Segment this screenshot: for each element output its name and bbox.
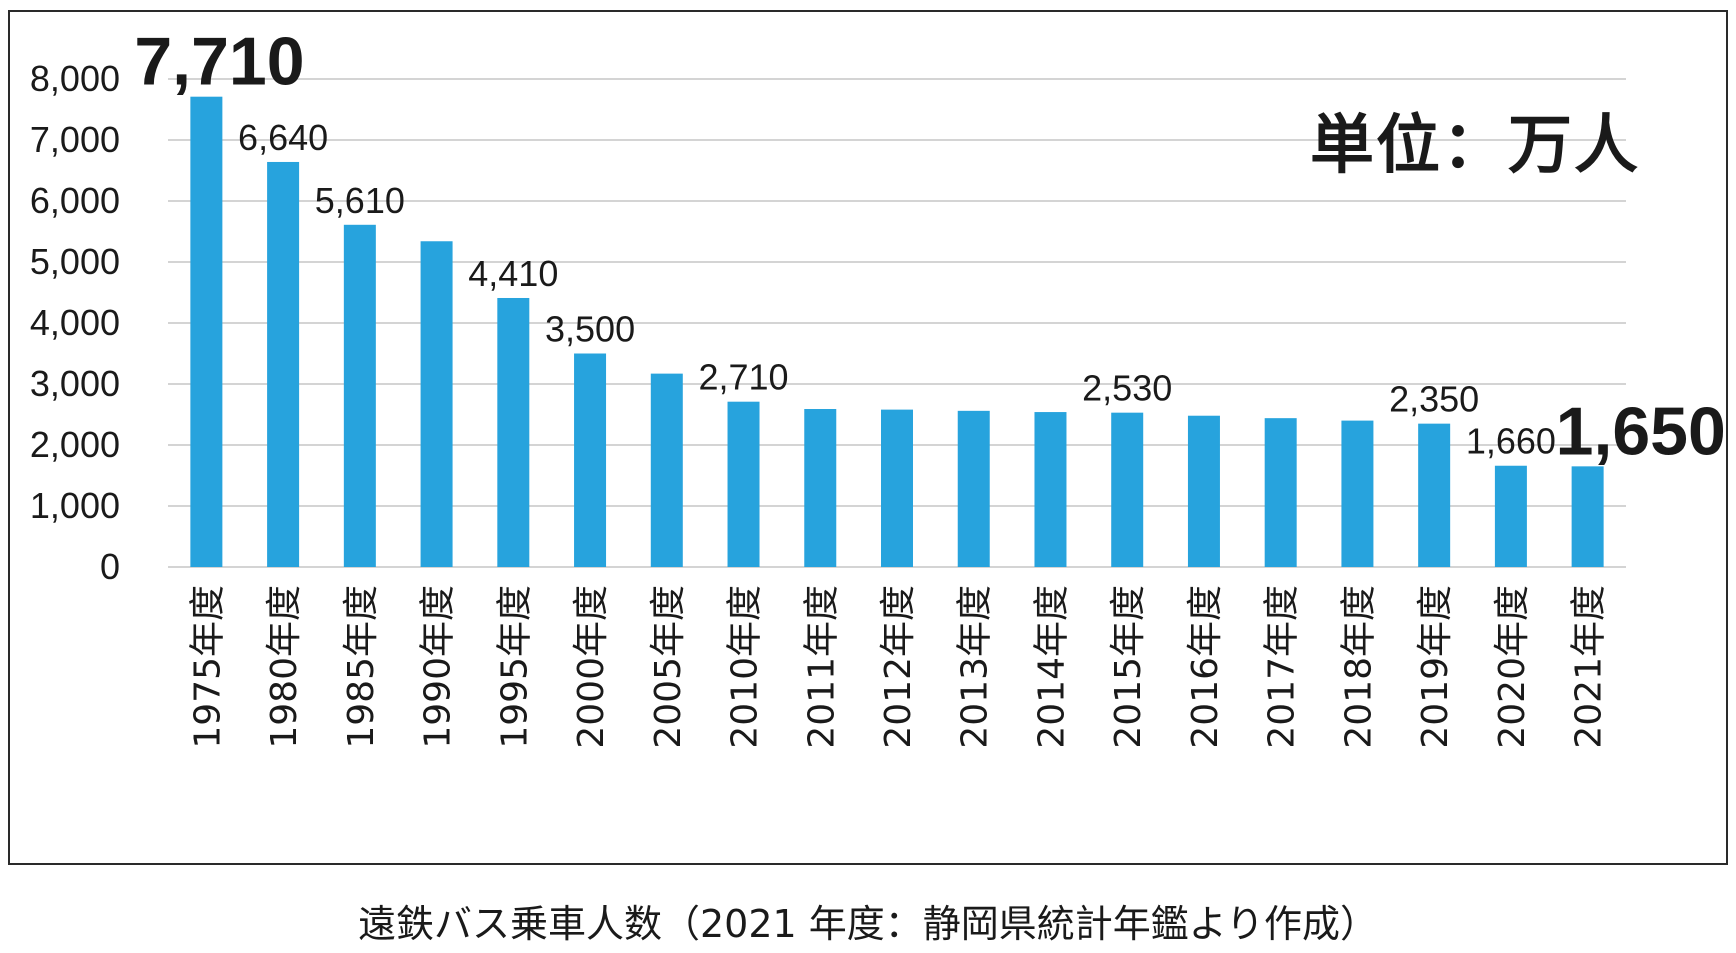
chart-caption: 遠鉄バス乗車人数（2021 年度：静岡県統計年鑑より作成） [357, 902, 1379, 946]
x-category-label: 2020年度 [1492, 585, 1533, 749]
y-tick-label: 1,000 [30, 485, 120, 526]
data-label: 2,710 [698, 357, 788, 398]
data-label: 1,650 [1556, 393, 1726, 469]
x-category-label: 2014年度 [1031, 585, 1072, 749]
bar [574, 353, 607, 567]
bar [727, 401, 760, 567]
bar [343, 224, 376, 568]
x-category-label: 1980年度 [264, 585, 305, 749]
bar [267, 161, 300, 567]
y-tick-label: 0 [100, 546, 120, 587]
bar-chart: 0 1,000 2,000 3,000 4,000 5,000 6,000 7,000 8,00… [30, 24, 1726, 749]
x-category-label: 1985年度 [341, 585, 382, 749]
y-tick-label: 4,000 [30, 302, 120, 343]
y-tick-label: 6,000 [30, 180, 120, 221]
bar [881, 409, 913, 567]
bars [190, 96, 1604, 568]
x-category-label: 1975年度 [187, 585, 228, 749]
grid-lines [168, 78, 1626, 568]
x-category-label: 2021年度 [1569, 585, 1610, 749]
x-axis-categories: 1975年度 1980年度 1985年度 1990年度 1995年度 2000年度 2005… [187, 585, 1609, 749]
bar [1571, 466, 1604, 567]
bar [1187, 415, 1220, 567]
data-label: 4,410 [468, 253, 558, 294]
x-category-label: 2011年度 [801, 585, 842, 749]
bar [1418, 423, 1451, 567]
bar [804, 409, 837, 567]
bar [1264, 418, 1297, 567]
x-category-label: 2016年度 [1185, 585, 1226, 749]
y-tick-label: 7,000 [30, 119, 120, 160]
x-category-label: 2000年度 [571, 585, 612, 749]
y-tick-label: 8,000 [30, 58, 120, 99]
x-category-label: 1990年度 [418, 585, 459, 749]
data-label: 2,530 [1082, 368, 1172, 409]
bar [1494, 465, 1527, 567]
x-category-label: 2018年度 [1338, 585, 1379, 749]
y-tick-label: 3,000 [30, 363, 120, 404]
unit-label: 単位：万人 [1310, 109, 1640, 183]
chart-frame: 0 1,000 2,000 3,000 4,000 5,000 6,000 7,000 8,00… [8, 10, 1728, 865]
x-category-label: 1995年度 [494, 585, 535, 749]
data-label: 7,710 [134, 24, 304, 100]
x-category-label: 2013年度 [955, 585, 996, 749]
bar [497, 297, 530, 567]
bar [957, 410, 990, 567]
x-category-label: 2015年度 [1108, 585, 1149, 749]
bar [190, 96, 223, 567]
bar [1341, 420, 1374, 567]
data-label: 3,500 [545, 309, 635, 350]
x-category-label: 2005年度 [648, 585, 689, 749]
y-tick-label: 2,000 [30, 424, 120, 465]
bar [1111, 412, 1144, 567]
x-category-label: 2012年度 [878, 585, 919, 749]
bar [650, 373, 683, 567]
bar [420, 241, 453, 567]
data-label: 5,610 [315, 180, 405, 221]
data-labels: 7,710 6,640 5,610 4,410 3,500 2,710 2,530 2,350… [134, 24, 1725, 470]
data-label: 1,660 [1466, 421, 1556, 462]
data-label: 6,640 [238, 117, 328, 158]
bar [1034, 412, 1067, 567]
x-category-label: 2017年度 [1262, 585, 1303, 749]
x-category-label: 2010年度 [725, 585, 766, 749]
y-axis-ticks: 0 1,000 2,000 3,000 4,000 5,000 6,000 7,000 8,00… [30, 58, 120, 587]
x-category-label: 2019年度 [1415, 585, 1456, 749]
data-label: 2,350 [1389, 379, 1479, 420]
y-tick-label: 5,000 [30, 241, 120, 282]
